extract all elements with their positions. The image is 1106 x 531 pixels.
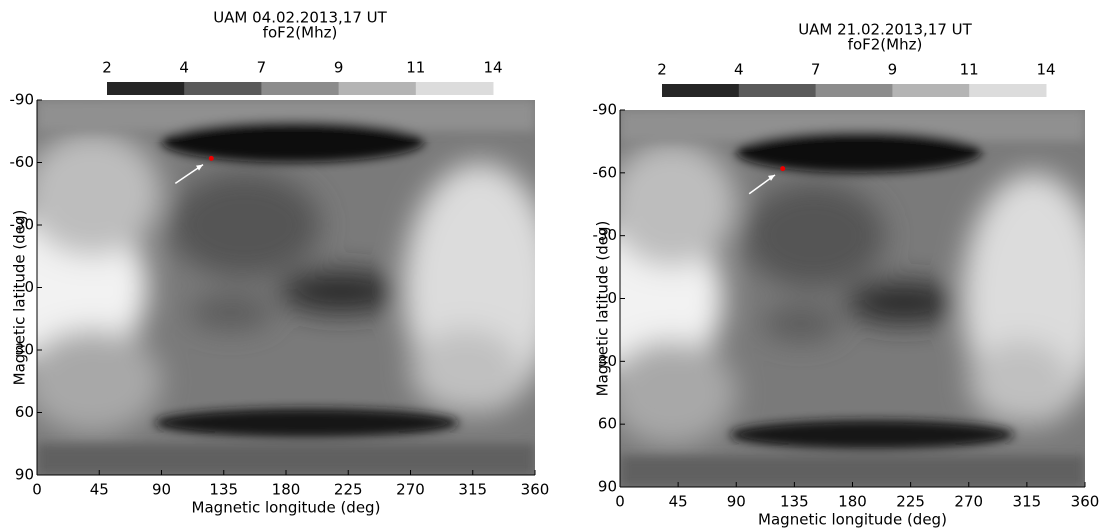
x-tick-label: 45 bbox=[90, 481, 109, 499]
map-feature bbox=[968, 340, 1073, 425]
y-tick-label: 60 bbox=[598, 415, 617, 433]
colorbar-tick-label: 11 bbox=[406, 59, 425, 77]
x-tick-label: 90 bbox=[727, 493, 746, 511]
x-tick-label: 360 bbox=[1071, 493, 1100, 511]
colorbar-tick-label: 14 bbox=[1036, 61, 1055, 79]
colorbar-tick-label: 7 bbox=[257, 59, 267, 77]
y-tick-label: -60 bbox=[593, 163, 618, 181]
colorbar-tick-label: 2 bbox=[657, 61, 667, 79]
colorbar-segment bbox=[415, 82, 494, 95]
y-axis-label: Magnetic latitude (deg) bbox=[11, 210, 29, 386]
map-band bbox=[161, 120, 425, 163]
colorbar-tick-label: 9 bbox=[888, 61, 898, 79]
y-axis-label: Magnetic latitude (deg) bbox=[594, 221, 612, 397]
map-band bbox=[154, 408, 459, 438]
map-feature bbox=[620, 141, 737, 268]
map-image bbox=[37, 100, 535, 475]
colorbar-tick-label: 4 bbox=[179, 59, 189, 77]
map-feature bbox=[410, 329, 522, 413]
colorbar-segment bbox=[184, 82, 262, 95]
map-feature bbox=[37, 131, 162, 257]
map-feature bbox=[189, 295, 273, 330]
x-tick-label: 135 bbox=[209, 481, 238, 499]
colorbar-segment bbox=[738, 84, 817, 97]
x-tick-label: 180 bbox=[272, 481, 301, 499]
colorbar-tick-label: 14 bbox=[483, 59, 502, 77]
x-tick-label: 180 bbox=[838, 493, 867, 511]
x-tick-label: 225 bbox=[334, 481, 363, 499]
chart-title: UAM 04.02.2013,17 UT bbox=[213, 9, 387, 27]
x-axis-label: Magnetic longitude (deg) bbox=[192, 499, 381, 517]
colorbar-segment bbox=[338, 82, 417, 95]
colorbar-segment bbox=[662, 84, 740, 97]
map-shading bbox=[620, 141, 1085, 446]
map-feature bbox=[620, 340, 737, 446]
x-tick-label: 270 bbox=[954, 493, 983, 511]
map-feature bbox=[168, 172, 321, 278]
colorbar-tick-label: 11 bbox=[960, 61, 979, 79]
map-feature bbox=[846, 281, 963, 324]
y-tick-label: -90 bbox=[593, 101, 618, 119]
y-tick-label: -30 bbox=[593, 226, 618, 244]
x-tick-label: 90 bbox=[152, 481, 171, 499]
map-feature bbox=[742, 183, 885, 289]
y-tick-label: 30 bbox=[598, 352, 617, 370]
map-bands bbox=[620, 110, 1085, 487]
colorbar-tick-label: 9 bbox=[334, 59, 344, 77]
map-strip bbox=[620, 455, 1085, 487]
x-tick-label: 360 bbox=[521, 481, 550, 499]
y-tick-label: 90 bbox=[598, 478, 617, 496]
x-tick-label: 135 bbox=[780, 493, 809, 511]
map-shading bbox=[37, 131, 535, 434]
x-tick-label: 270 bbox=[396, 481, 425, 499]
arrow-head bbox=[196, 164, 203, 171]
y-tick-label: 30 bbox=[15, 341, 34, 359]
y-tick-label: -90 bbox=[10, 91, 35, 109]
colorbar-tick-label: 2 bbox=[102, 59, 112, 77]
x-tick-label: 0 bbox=[32, 481, 42, 499]
y-tick-label: 90 bbox=[15, 466, 34, 484]
x-tick-label: 0 bbox=[615, 493, 625, 511]
colorbar-segment bbox=[969, 84, 1047, 97]
x-axis-label: Magnetic longitude (deg) bbox=[758, 511, 947, 529]
map-band bbox=[729, 419, 1014, 450]
y-tick-label: -60 bbox=[10, 153, 35, 171]
map-feature bbox=[37, 329, 162, 434]
y-tick-label: -30 bbox=[10, 216, 35, 234]
map-band bbox=[736, 130, 982, 173]
x-tick-label: 225 bbox=[896, 493, 925, 511]
colorbar-segment bbox=[892, 84, 970, 97]
colorbar-tick-label: 7 bbox=[811, 61, 821, 79]
x-tick-label: 315 bbox=[458, 481, 487, 499]
colorbar-segment bbox=[261, 82, 340, 95]
chart-title: UAM 21.02.2013,17 UT bbox=[798, 21, 972, 39]
colorbar-segment bbox=[815, 84, 893, 97]
site-marker bbox=[208, 155, 214, 161]
arrow-head bbox=[768, 174, 775, 181]
map-feature bbox=[762, 306, 840, 341]
y-tick-label: 0 bbox=[24, 278, 34, 296]
site-marker bbox=[780, 166, 786, 172]
map-strip bbox=[37, 443, 535, 475]
y-tick-label: 0 bbox=[607, 289, 617, 307]
colorbar-tick-label: 4 bbox=[734, 61, 744, 79]
colorbar-label: foF2(Mhz) bbox=[263, 24, 338, 42]
map-bands bbox=[37, 100, 535, 475]
x-tick-label: 45 bbox=[669, 493, 688, 511]
map-feature bbox=[279, 270, 404, 313]
colorbar-label: foF2(Mhz) bbox=[848, 36, 923, 54]
x-tick-label: 315 bbox=[1013, 493, 1042, 511]
y-tick-label: 60 bbox=[15, 403, 34, 421]
colorbar-segment bbox=[107, 82, 185, 95]
map-image bbox=[620, 110, 1085, 487]
